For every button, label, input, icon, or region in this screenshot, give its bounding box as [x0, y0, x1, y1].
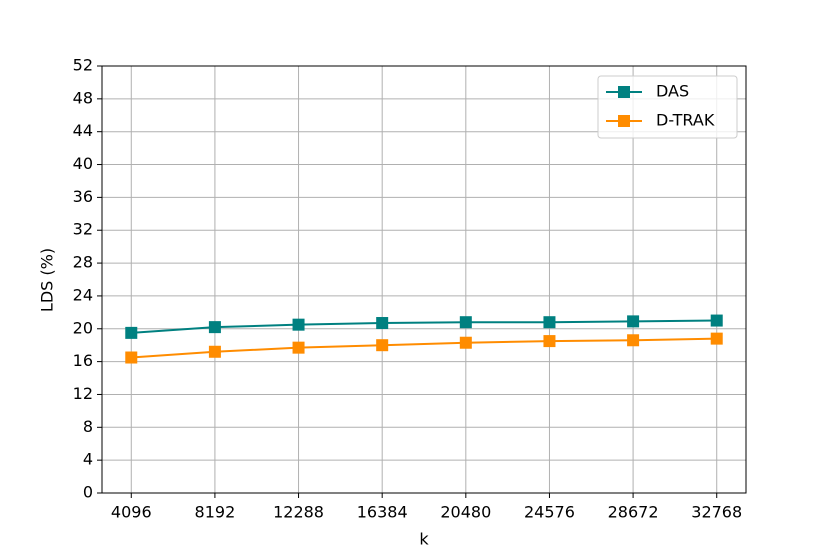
y-tick-label: 12 — [73, 384, 93, 403]
series-line — [131, 319, 717, 334]
y-tick-label: 4 — [83, 450, 93, 469]
point-marker — [125, 326, 138, 339]
legend-label: DAS — [656, 82, 689, 101]
point-marker — [710, 314, 723, 327]
x-tick-label: 8192 — [195, 503, 236, 522]
point-marker — [292, 318, 305, 331]
y-tick-label: 40 — [73, 154, 93, 173]
point-marker — [208, 345, 221, 358]
x-tick-label: 16384 — [357, 503, 408, 522]
legend-label: D-TRAK — [656, 111, 715, 130]
point-marker — [376, 339, 389, 352]
x-tick-label: 28672 — [608, 503, 659, 522]
y-tick-label: 32 — [73, 220, 93, 239]
point-marker — [459, 336, 472, 349]
y-tick-label: 28 — [73, 253, 93, 272]
point-marker — [543, 335, 556, 348]
y-tick-label: 20 — [73, 318, 93, 337]
x-tick-label: 12288 — [273, 503, 324, 522]
y-tick-label: 16 — [73, 351, 93, 370]
y-tick-label: 0 — [83, 483, 93, 502]
x-axis-label: k — [419, 530, 429, 549]
point-marker — [125, 351, 138, 364]
point-marker — [627, 315, 640, 328]
legend-marker — [618, 115, 630, 127]
point-marker — [376, 317, 389, 330]
y-tick-label: 48 — [73, 88, 93, 107]
point-marker — [543, 316, 556, 329]
x-tick-label: 24576 — [524, 503, 575, 522]
y-axis-label: LDS (%) — [38, 248, 57, 312]
series-line — [131, 337, 717, 359]
legend-marker — [618, 86, 630, 98]
point-marker — [208, 321, 221, 334]
point-marker — [459, 316, 472, 329]
point-marker — [292, 341, 305, 354]
y-tick-label: 36 — [73, 187, 93, 206]
y-tick-label: 52 — [73, 56, 93, 75]
y-tick-label: 24 — [73, 285, 93, 304]
y-tick-label: 44 — [73, 121, 93, 140]
x-tick-label: 4096 — [111, 503, 152, 522]
y-tick-label: 8 — [83, 417, 93, 436]
point-marker — [627, 334, 640, 347]
plot-frame — [101, 65, 747, 494]
point-marker — [710, 332, 723, 345]
x-tick-label: 20480 — [440, 503, 491, 522]
x-tick-label: 32768 — [691, 503, 742, 522]
